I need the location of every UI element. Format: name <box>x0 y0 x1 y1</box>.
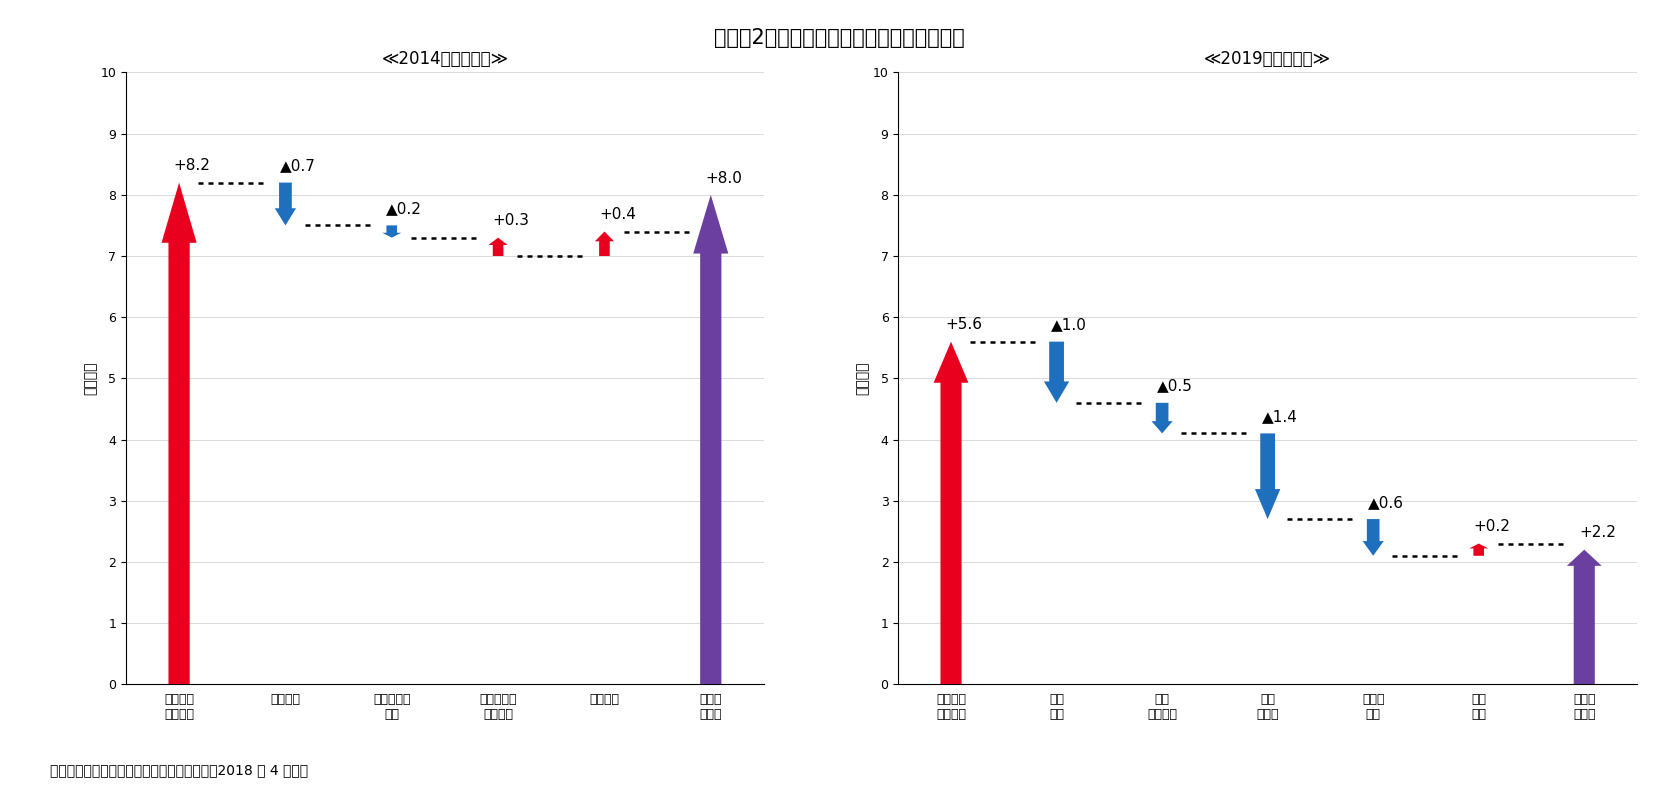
Title: ≪2014年度増税時≫: ≪2014年度増税時≫ <box>381 50 509 68</box>
Text: +2.2: +2.2 <box>1578 526 1615 540</box>
Polygon shape <box>1254 433 1281 519</box>
Text: +0.3: +0.3 <box>494 213 531 229</box>
Polygon shape <box>161 183 196 684</box>
Text: （図表2）消費増税による家計全体の負担額: （図表2）消費増税による家計全体の負担額 <box>714 28 965 48</box>
Polygon shape <box>275 183 296 225</box>
Y-axis label: （兆円）: （兆円） <box>856 361 870 395</box>
Text: ▲0.2: ▲0.2 <box>386 201 423 217</box>
Text: ▲1.0: ▲1.0 <box>1051 317 1088 332</box>
Text: ▲0.7: ▲0.7 <box>280 159 316 173</box>
Text: ▲0.5: ▲0.5 <box>1157 378 1192 394</box>
Polygon shape <box>1044 341 1070 402</box>
Polygon shape <box>693 195 729 684</box>
Polygon shape <box>934 341 969 684</box>
Polygon shape <box>489 237 507 256</box>
Title: ≪2019年度増税時≫: ≪2019年度増税時≫ <box>1204 50 1331 68</box>
Polygon shape <box>1363 519 1383 555</box>
Text: +5.6: +5.6 <box>945 317 982 332</box>
Polygon shape <box>1152 402 1172 433</box>
Text: +8.0: +8.0 <box>705 171 742 186</box>
Text: ▲1.4: ▲1.4 <box>1263 409 1298 424</box>
Polygon shape <box>594 232 615 256</box>
Text: ▲0.6: ▲0.6 <box>1368 495 1404 510</box>
Polygon shape <box>1469 543 1488 555</box>
Y-axis label: （兆円）: （兆円） <box>84 361 97 395</box>
Polygon shape <box>1567 550 1602 684</box>
Text: +0.4: +0.4 <box>599 208 636 222</box>
Text: +0.2: +0.2 <box>1474 519 1511 535</box>
Text: +8.2: +8.2 <box>175 159 210 173</box>
Polygon shape <box>383 225 401 237</box>
Text: （資料）日本銀行「経済・物価情勢の展望（2018 年 4 月）」: （資料）日本銀行「経済・物価情勢の展望（2018 年 4 月）」 <box>50 763 309 777</box>
